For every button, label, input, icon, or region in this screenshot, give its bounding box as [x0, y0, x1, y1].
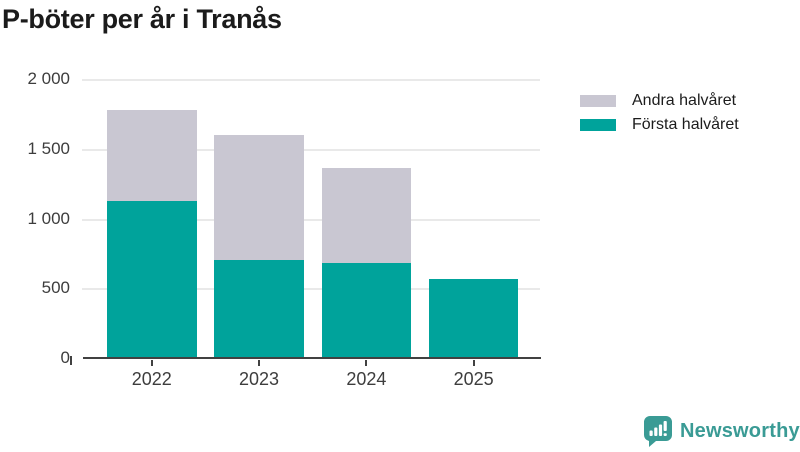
legend-swatch [580, 119, 616, 131]
y-axis-zero-tick [70, 356, 72, 365]
legend-label: Första halvåret [632, 116, 739, 133]
gridline-1500 [82, 149, 540, 152]
y-axis-label: 1 500 [27, 139, 70, 159]
newsworthy-logo: Newsworthy [643, 415, 800, 447]
y-axis-label: 1 000 [27, 208, 70, 228]
plot-area: 0 500 1 000 1 500 2 000 2022 2023 2024 2025 [27, 69, 541, 389]
x-axis-tick-2022 [150, 359, 153, 366]
bar-segment-2024-andra [321, 168, 412, 263]
gridline-1000 [82, 218, 540, 221]
x-axis-label: 2022 [131, 369, 172, 389]
y-axis-label: 0 [60, 348, 70, 367]
legend-item: Första halvåret [580, 114, 739, 136]
bar-segment-2025-forsta [428, 278, 519, 359]
bar-segment-2024-forsta [321, 262, 412, 359]
x-axis-tick-2023 [258, 359, 261, 366]
y-axis-label: 500 [41, 278, 70, 298]
bar-segment-2022-forsta [107, 200, 197, 359]
x-axis-label: 2025 [453, 369, 494, 389]
x-axis-label: 2024 [346, 369, 387, 389]
legend-swatch [580, 95, 616, 107]
legend-item: Andra halvåret [580, 90, 739, 112]
newsworthy-wordmark: Newsworthy [680, 419, 800, 442]
x-axis-line [83, 356, 541, 359]
chart-title: P-böter per år i Tranås [2, 4, 282, 34]
gridline-2000 [82, 79, 540, 82]
x-axis-label: 2023 [239, 369, 280, 389]
x-axis-tick-2025 [472, 359, 475, 366]
bar-segment-2022-andra [107, 110, 197, 201]
legend-label: Andra halvåret [632, 92, 737, 109]
bar-segment-2023-andra [214, 134, 304, 261]
x-axis-tick-2024 [365, 359, 368, 366]
legend: Andra halvåret Första halvåret [580, 90, 739, 138]
bar-segment-2023-forsta [214, 260, 304, 359]
y-axis-label: 2 000 [27, 69, 70, 89]
newsworthy-bubble-chart-icon [643, 415, 673, 447]
gridline-500 [82, 288, 540, 291]
